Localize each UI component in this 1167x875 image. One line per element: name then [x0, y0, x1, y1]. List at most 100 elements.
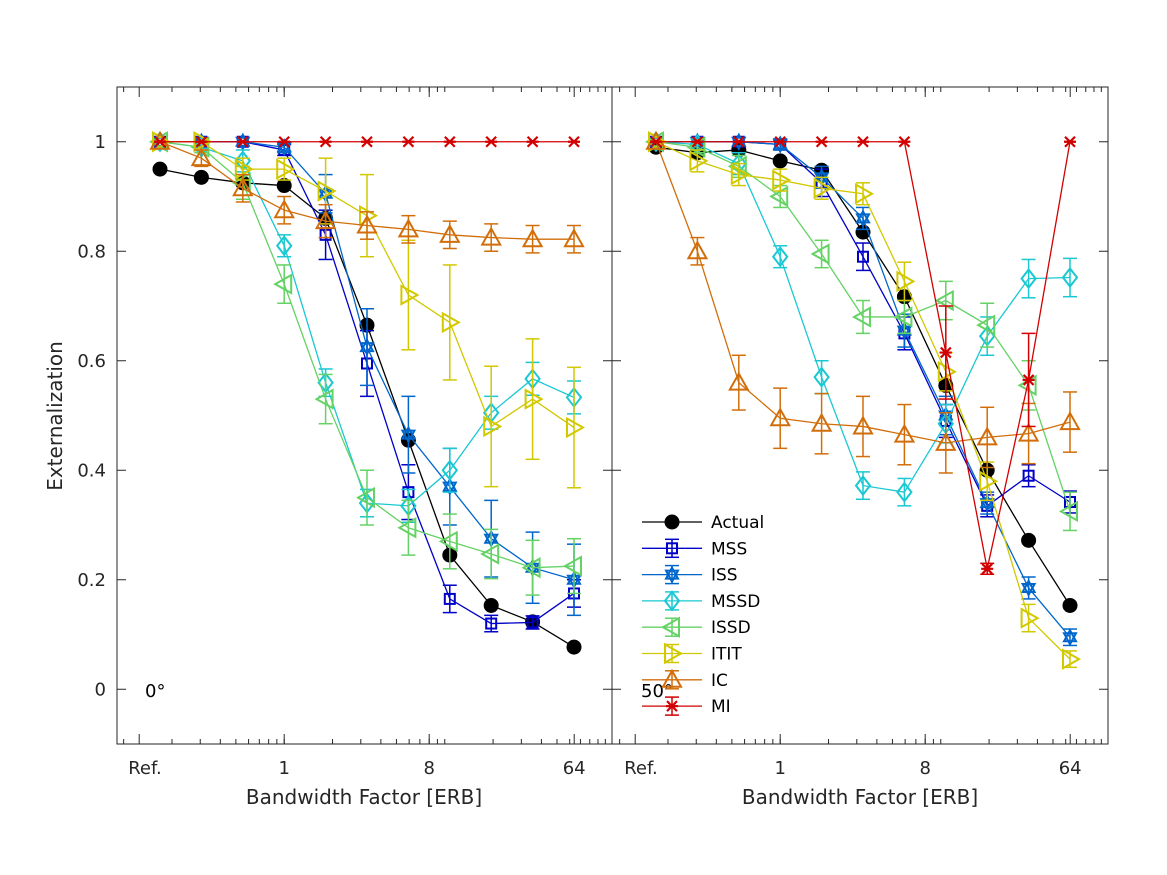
- data-point: [772, 169, 792, 191]
- error-bar: [318, 373, 333, 425]
- error-bar: [814, 176, 829, 200]
- x-marker: [402, 135, 415, 148]
- x-tick-label: 8: [423, 758, 434, 779]
- error-bar: [856, 299, 870, 335]
- data-point: [852, 415, 874, 435]
- hexagram-marker: [1062, 628, 1078, 643]
- triangle-up-marker: [1059, 411, 1081, 431]
- hexagram-marker: [400, 425, 417, 440]
- triangle-up-marker: [190, 147, 213, 167]
- data-point: [976, 426, 998, 446]
- data-point: [1020, 578, 1037, 598]
- y-tick-label: 0.4: [77, 460, 106, 481]
- data-point: [441, 459, 459, 481]
- error-bar: [360, 307, 374, 387]
- error-bar: [525, 539, 540, 596]
- triangle-right-marker: [524, 388, 544, 410]
- legend-marker: [664, 642, 684, 665]
- x-marker: [154, 135, 166, 148]
- error-bar: [277, 264, 292, 305]
- hexagram-marker: [664, 565, 680, 580]
- series-mi: [154, 135, 580, 148]
- data-point: [278, 135, 291, 148]
- x-marker: [666, 700, 678, 712]
- legend-marker: [663, 590, 681, 612]
- data-point: [686, 240, 709, 260]
- triangle-left-marker: [355, 486, 375, 509]
- data-point: [857, 250, 869, 263]
- legend: Actual MSS ISS MSSD ISSD ITIT IC MI: [642, 513, 764, 717]
- data-point: [521, 228, 544, 248]
- hexagram-marker: [359, 337, 375, 353]
- error-bar: [442, 513, 457, 570]
- hexagram-marker: [1062, 632, 1078, 647]
- triangle-right-marker: [152, 131, 172, 153]
- data-point: [524, 388, 544, 410]
- square-marker: [443, 592, 456, 605]
- hexagram-marker: [772, 135, 788, 150]
- square-marker: [1022, 469, 1035, 482]
- triangle-up-marker: [976, 426, 998, 446]
- x-tick-label: Ref.: [624, 758, 658, 779]
- data-point: [650, 135, 662, 148]
- error-bar: [814, 239, 829, 269]
- data-point: [857, 135, 869, 148]
- data-point: [935, 431, 957, 451]
- triangle-up-marker: [810, 412, 833, 432]
- x-marker: [1064, 135, 1076, 148]
- data-point: [732, 135, 745, 148]
- data-point: [937, 360, 957, 383]
- data-point: [893, 306, 913, 328]
- legend-label: MSSD: [711, 592, 760, 612]
- x-marker: [691, 135, 704, 148]
- triangle-left-marker: [314, 388, 334, 410]
- hexagram-marker: [855, 209, 871, 224]
- hexagram-marker: [1020, 578, 1037, 593]
- data-point: [483, 597, 499, 613]
- legend-label: Actual: [711, 513, 764, 533]
- data-point: [397, 517, 417, 539]
- error-bar: [360, 469, 374, 526]
- x-marker: [485, 135, 498, 148]
- data-point: [443, 135, 456, 148]
- triangle-right-marker: [1062, 648, 1082, 670]
- diamond-marker: [1020, 267, 1037, 290]
- data-point: [1021, 532, 1037, 548]
- error-bar: [1063, 491, 1077, 532]
- error-bar: [814, 392, 829, 455]
- data-point: [480, 543, 500, 565]
- x-marker: [1022, 374, 1035, 386]
- error-bar: [897, 403, 912, 466]
- data-point: [1020, 607, 1040, 629]
- panel-label-right: 50°: [641, 681, 673, 702]
- data-point: [485, 135, 498, 148]
- triangle-left-marker: [660, 616, 680, 638]
- triangle-right-marker: [1020, 607, 1040, 629]
- triangle-up-marker: [935, 431, 957, 451]
- square-marker: [857, 250, 869, 263]
- x-tick-label: 64: [1059, 758, 1082, 779]
- legend-marker: [664, 565, 680, 584]
- x-marker: [815, 135, 828, 148]
- legend-marker: [660, 616, 680, 638]
- legend-entry: Actual: [642, 513, 764, 533]
- error-bar: [773, 168, 788, 192]
- data-point: [727, 155, 747, 178]
- y-tick-label: 1: [95, 132, 106, 153]
- triangle-up-marker: [893, 423, 916, 443]
- panel-label-left: 0°: [145, 681, 165, 702]
- triangle-right-marker: [689, 150, 709, 172]
- legend-entry: ITIT: [642, 642, 742, 665]
- triangle-right-marker: [813, 177, 833, 199]
- data-point: [273, 273, 293, 295]
- x-marker: [278, 135, 291, 148]
- data-point: [1022, 374, 1035, 386]
- triangle-right-marker: [317, 180, 337, 202]
- error-bar: [1021, 603, 1036, 633]
- triangle-left-marker: [562, 555, 582, 577]
- x-marker: [319, 135, 332, 148]
- data-point: [441, 311, 461, 334]
- error-bar: [442, 584, 457, 614]
- x-marker: [857, 135, 869, 148]
- triangle-up-marker: [232, 177, 254, 197]
